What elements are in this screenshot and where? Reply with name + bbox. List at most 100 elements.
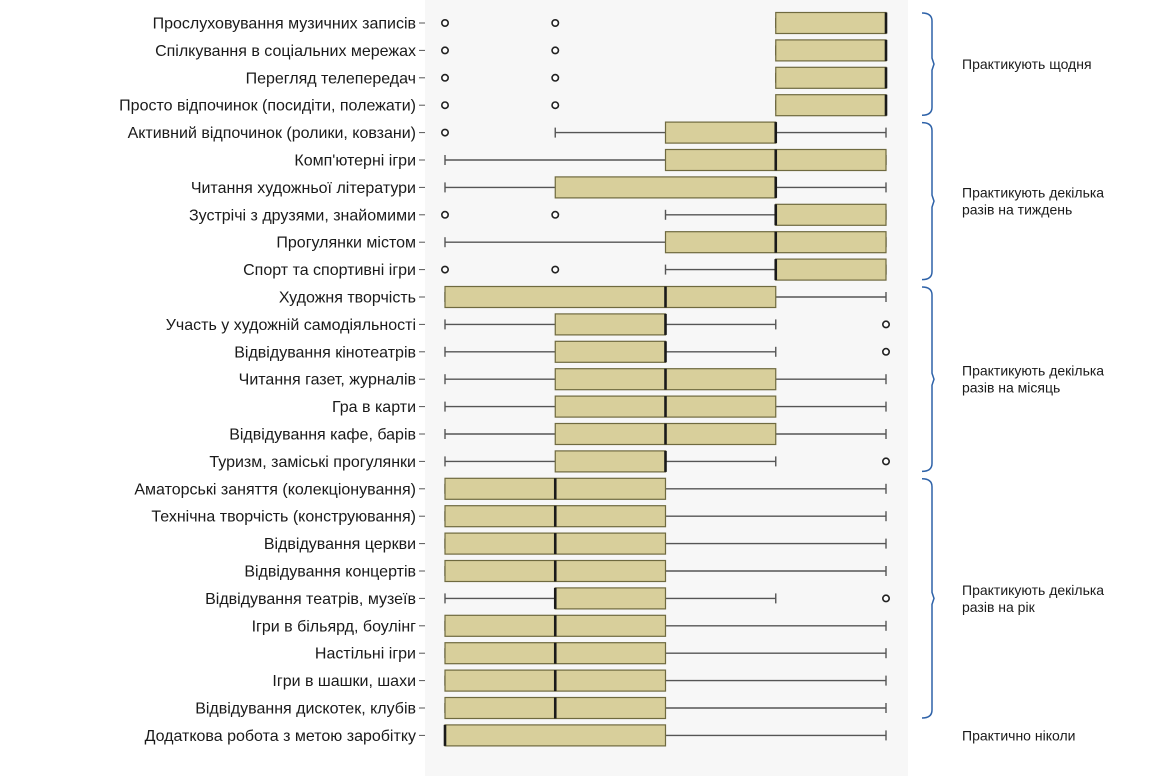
group-label-line: разів на рік (962, 599, 1036, 615)
box-row (444, 231, 887, 254)
box (664, 121, 777, 144)
group-label: Практикують щодня (962, 56, 1092, 72)
box-row (444, 422, 887, 446)
box-row (444, 340, 890, 363)
group-bracket (921, 478, 935, 719)
box-row (440, 203, 887, 226)
outlier-point (551, 265, 560, 274)
category-label: Гра в карти (332, 399, 416, 416)
box-row (444, 450, 890, 473)
group-bracket (921, 12, 935, 116)
category-label: Комп'ютерні ігри (294, 153, 416, 170)
category-label: Відвідування концертів (244, 564, 416, 581)
box (775, 39, 887, 62)
category-label: Просто відпочинок (посидіти, полежати) (119, 98, 416, 115)
category-label: Активний відпочинок (ролики, ковзани) (128, 125, 416, 142)
category-label: Відвідування кафе, барів (229, 427, 416, 444)
box-row (443, 724, 887, 747)
category-label: Настільні ігри (315, 646, 416, 663)
outlier-point (881, 594, 890, 603)
group-label: Практикують декілька разів на тиждень (962, 185, 1104, 218)
outlier-point (440, 101, 449, 110)
box (444, 724, 667, 747)
box (554, 313, 667, 336)
group-label-line: Практикують декілька (962, 185, 1104, 201)
category-label: Прогулянки містом (276, 235, 416, 252)
category-label: Аматорські заняття (колекціонування) (134, 481, 416, 498)
category-label: Участь у художній самодіяльності (166, 317, 416, 334)
category-label: Ігри в шашки, шахи (272, 673, 416, 690)
box-row (444, 505, 887, 528)
category-label: Відвідування кінотеатрів (234, 344, 416, 361)
box (775, 203, 887, 226)
outlier-point (551, 46, 560, 55)
box-row (444, 395, 887, 418)
box-row (440, 258, 887, 281)
group-label-line: Практикують декілька (962, 363, 1104, 379)
box-row (444, 642, 887, 665)
box (554, 450, 667, 473)
box-row (444, 285, 887, 309)
category-label: Зустрічі з друзями, знайомими (189, 207, 416, 224)
category-label: Відвідування дискотек, клубів (195, 701, 416, 718)
box-row (444, 148, 887, 172)
boxes-layer (440, 11, 890, 747)
box-row (444, 669, 887, 692)
outlier-point (440, 128, 449, 137)
group-label: Практично ніколи (962, 727, 1075, 743)
group-label: Практикують декілька разів на рік (962, 582, 1104, 615)
box-row (444, 696, 887, 720)
category-label: Туризм, заміські прогулянки (209, 454, 416, 471)
category-label: Прослуховування музичних записів (153, 16, 416, 33)
box-row (440, 66, 888, 89)
outlier-point (551, 73, 560, 82)
outlier-point (440, 73, 449, 82)
group-label-line: разів на тиждень (962, 202, 1072, 218)
box-row (444, 559, 887, 583)
category-label: Технічна творчість (конструювання) (151, 509, 416, 526)
box-row (444, 313, 890, 336)
outlier-point (440, 210, 449, 219)
group-bracket (921, 286, 935, 473)
category-label: Додаткова робота з метою заробітку (145, 728, 416, 745)
box (775, 11, 887, 35)
category-label: Ігри в більярд, боулінг (252, 618, 417, 635)
box-row (440, 39, 888, 62)
box-row (440, 94, 888, 117)
outlier-point (551, 210, 560, 219)
category-label: Читання газет, журналів (239, 372, 416, 389)
group-label: Практикують декілька разів на місяць (962, 363, 1104, 396)
outlier-point (440, 265, 449, 274)
box (775, 258, 887, 281)
outlier-point (881, 320, 890, 329)
category-label: Відвідування церкви (264, 536, 416, 553)
outlier-point (440, 18, 449, 27)
outlier-point (551, 101, 560, 110)
box-row (444, 532, 887, 555)
outlier-point (440, 46, 449, 55)
box (554, 340, 667, 363)
box-row (444, 614, 887, 637)
category-label: Відвідування театрів, музеїв (205, 591, 416, 608)
category-labels: Прослуховування музичних записів Спілкува… (119, 16, 425, 745)
outlier-point (551, 18, 560, 27)
box-row (440, 11, 888, 35)
box-row (444, 477, 887, 500)
box (775, 94, 887, 117)
box (554, 176, 777, 199)
category-label: Художня творчість (279, 290, 416, 307)
box (775, 66, 887, 89)
box-row (440, 121, 887, 144)
group-label-line: Практикують декілька (962, 582, 1104, 598)
group-bracket (921, 121, 935, 281)
box (444, 285, 777, 309)
group-label-line: разів на місяць (962, 380, 1060, 396)
category-label: Перегляд телепередач (246, 70, 416, 87)
box-row (444, 587, 890, 610)
outlier-point (881, 347, 890, 356)
category-label: Спорт та спортивні ігри (243, 262, 416, 279)
category-label: Читання художньої літератури (191, 180, 416, 197)
box (554, 587, 667, 610)
